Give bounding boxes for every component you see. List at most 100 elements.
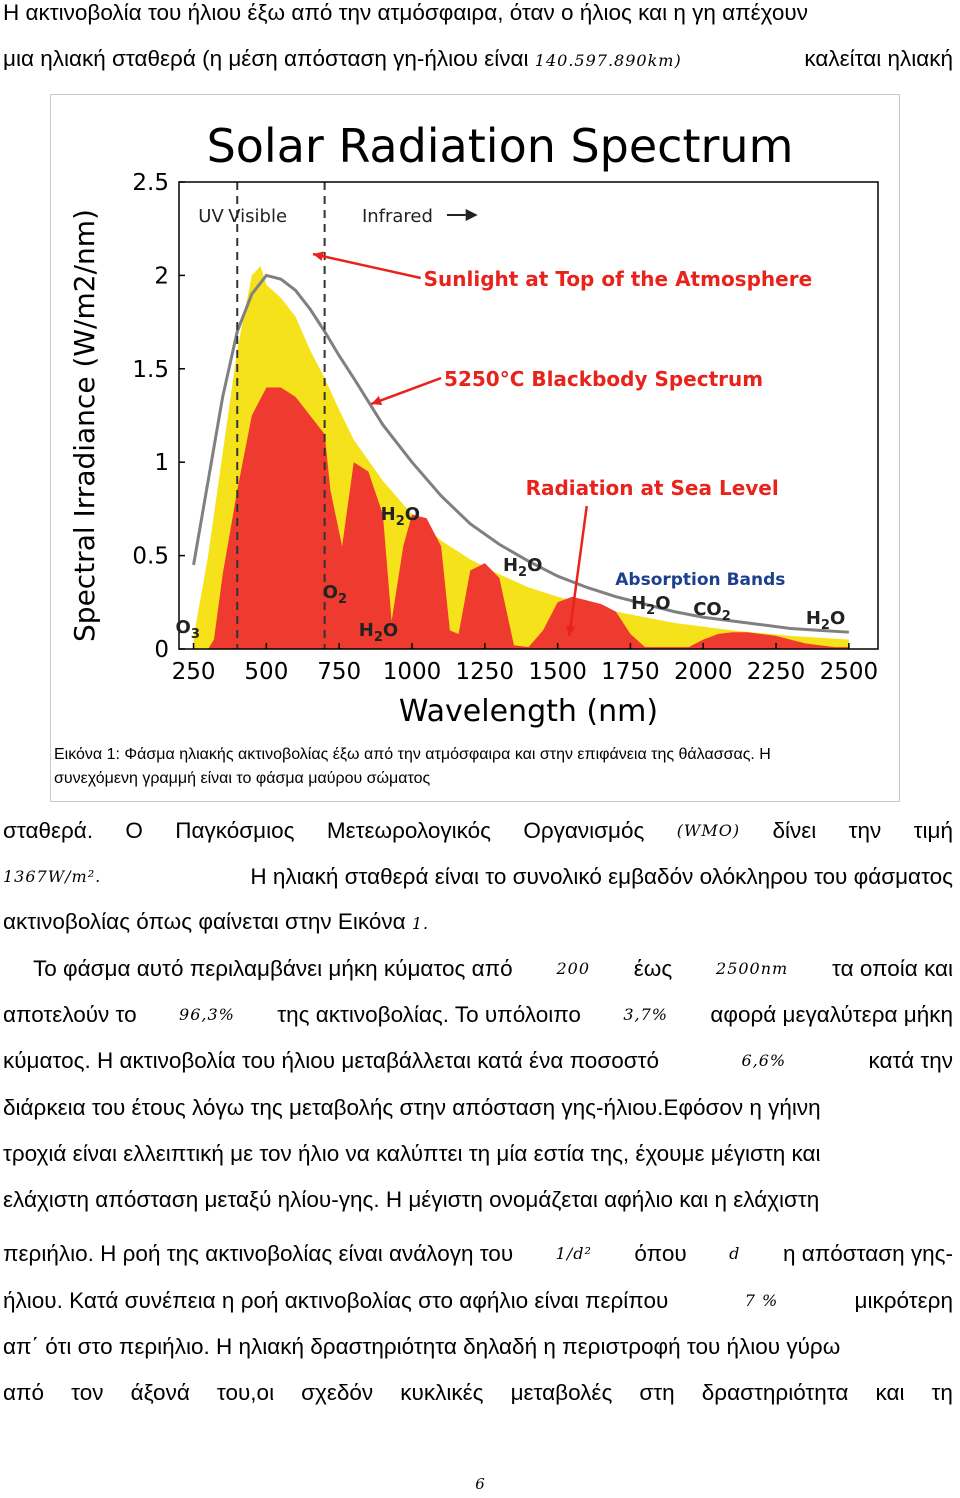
word: την [848, 818, 882, 843]
text: απ΄ ότι στο περιήλιο. Η ηλιακή δραστηριό… [3, 1334, 841, 1359]
word: δίνει [772, 818, 817, 843]
y-tick-label: 1 [154, 450, 169, 476]
word: από [3, 1380, 45, 1405]
x-tick-label: 750 [317, 659, 361, 685]
paragraph-line: απ΄ ότι στο περιήλιο. Η ηλιακή δραστηριό… [0, 1332, 960, 1362]
absorption-label: H2O [806, 608, 845, 633]
word: κυκλικές [400, 1380, 484, 1405]
figure: Solar Radiation Spectrum UV Visible Infrare… [50, 94, 900, 802]
caption-line: Εικόνα 1: Φάσμα ηλιακής ακτινοβολίας έξω… [54, 746, 771, 763]
page-number: 6 [475, 1475, 485, 1493]
word: Οργανισμός [523, 818, 645, 843]
number: 1/d² [555, 1244, 592, 1263]
text: αφορά μεγαλύτερα μήκη [710, 1002, 953, 1027]
arrow-top-of-atmosphere [312, 252, 422, 280]
arrow-sea-level-head [565, 625, 576, 636]
x-tick-label: 1000 [383, 659, 442, 685]
solar-constant-value: 1367W/m². [3, 867, 102, 886]
absorption-label: Absorption Bands [615, 570, 785, 590]
y-axis-label: Spectral Irradiance (W/m2/nm) [68, 209, 101, 642]
x-tick-label: 500 [244, 659, 288, 685]
arrow-sea-level [568, 505, 588, 637]
text: έως [633, 956, 673, 981]
paragraph-line: ακτινοβολίας όπως φαίνεται στην Εικόνα 1… [0, 907, 960, 939]
paragraph-line: κύματος. Η ακτινοβολία του ήλιου μεταβάλ… [0, 1046, 960, 1076]
x-tick-label: 1750 [601, 659, 660, 685]
text: ήλιου. Κατά συνέπεια η ροή ακτινοβολίας … [3, 1288, 669, 1313]
y-tick-label: 0.5 [132, 544, 169, 570]
word: δραστηριότητα [701, 1380, 849, 1405]
word: στη [639, 1380, 675, 1405]
word: Παγκόσμιος [175, 818, 295, 843]
absorption-label: H2O [631, 593, 670, 618]
text: κατά την [868, 1048, 953, 1073]
x-axis-label: Wavelength (nm) [399, 694, 658, 729]
text: όπου [634, 1241, 687, 1266]
word: του,οι [216, 1380, 275, 1405]
paragraph-line: από τον άξονά του,οι σχεδόν κυκλικές μεταβολές… [0, 1378, 960, 1408]
word: Ο [125, 818, 143, 843]
word: σταθερά. [3, 818, 94, 843]
paragraph-line: ελάχιστη απόσταση μεταξύ ηλίου-γης. Η μέ… [0, 1185, 960, 1215]
wmo-abbrev: (WMO) [676, 821, 741, 840]
paragraph-line: 1367W/m². Η ηλιακή σταθερά είναι το συνο… [0, 862, 960, 892]
y-tick-label: 0 [154, 637, 169, 663]
paragraph-line: τροχιά είναι ελλειπτική με τον ήλιο να κ… [0, 1139, 960, 1169]
paragraph-line: Η ακτινοβολία του ήλιου έξω από την ατμό… [0, 0, 960, 28]
absorption-label: H2O [503, 555, 542, 580]
text: περιήλιο. Η ροή της ακτινοβολίας είναι α… [3, 1241, 514, 1266]
absorption-label: H2O [359, 620, 398, 645]
label-blackbody: 5250°C Blackbody Spectrum [444, 367, 763, 391]
number: 6,6% [741, 1051, 787, 1070]
x-tick-label: 2000 [674, 659, 733, 685]
paragraph-line: μια ηλιακή σταθερά (η μέση απόσταση γη-ή… [0, 44, 960, 76]
word: τιμή [913, 818, 953, 843]
chart-title: Solar Radiation Spectrum [207, 119, 794, 173]
text: διάρκεια του έτους λόγω της μεταβολής στ… [3, 1095, 821, 1120]
text: αποτελούν το [3, 1002, 137, 1027]
region-label-visible: Visible [228, 206, 287, 227]
arrow-blackbody-head [371, 396, 383, 406]
distance-value: 140.597.890km) [534, 51, 682, 70]
word: τη [931, 1380, 953, 1405]
sea-level-area [193, 387, 849, 649]
x-tick-label: 2250 [747, 659, 806, 685]
number: 2500nm [716, 959, 789, 978]
solar-spectrum-chart: Solar Radiation Spectrum UV Visible Infrare… [68, 119, 879, 729]
text: της ακτινοβολίας. Το υπόλοιπο [277, 1002, 581, 1027]
caption-line: συνεχόμενη γραμμή είναι το φάσμα μαύρου … [54, 770, 431, 787]
plot-frame [178, 181, 879, 650]
infrared-arrowhead [465, 209, 478, 221]
variable: d [729, 1244, 741, 1263]
text: Η ακτινοβολία του ήλιου έξω από την ατμό… [3, 0, 808, 25]
word: μεταβολές [510, 1380, 613, 1405]
text: ελάχιστη απόσταση μεταξύ ηλίου-γης. Η μέ… [3, 1187, 820, 1212]
word: σχεδόν [301, 1380, 374, 1405]
text: Η ηλιακή σταθερά είναι το συνολικό εμβαδ… [250, 864, 953, 889]
text: κύματος. Η ακτινοβολία του ήλιου μεταβάλ… [3, 1048, 660, 1073]
x-tick-label: 2500 [820, 659, 879, 685]
text: μικρότερη [854, 1288, 953, 1313]
number: 3,7% [623, 1005, 668, 1024]
text: τροχιά είναι ελλειπτική με τον ήλιο να κ… [3, 1141, 821, 1166]
word: και [875, 1380, 905, 1405]
y-tick-label: 2.5 [132, 170, 169, 196]
word: άξονά [130, 1380, 190, 1405]
paragraph-line: ήλιου. Κατά συνέπεια η ροή ακτινοβολίας … [0, 1286, 960, 1316]
arrow-blackbody [370, 376, 442, 406]
text: η απόσταση γης- [782, 1241, 953, 1266]
paragraph-line: αποτελούν το 96,3% της ακτινοβολίας. Το … [0, 1000, 960, 1030]
text: ακτινοβολίας όπως φαίνεται στην Εικόνα [3, 909, 406, 934]
blackbody-curve [192, 273, 849, 634]
absorption-label: CO2 [693, 599, 731, 624]
region-label-infrared: Infrared [362, 206, 433, 227]
absorption-label: H2O [381, 504, 420, 529]
y-tick-label: 2 [154, 263, 169, 289]
x-tick-label: 1250 [456, 659, 515, 685]
label-top-of-atmosphere: Sunlight at Top of the Atmosphere [424, 267, 813, 291]
word: Μετεωρολογικός [326, 818, 491, 843]
text: τα οποία και [832, 956, 953, 981]
paragraph-line: διάρκεια του έτους λόγω της μεταβολής στ… [0, 1093, 960, 1123]
absorption-label: O2 [323, 582, 347, 607]
region-label-uv: UV [198, 206, 224, 227]
